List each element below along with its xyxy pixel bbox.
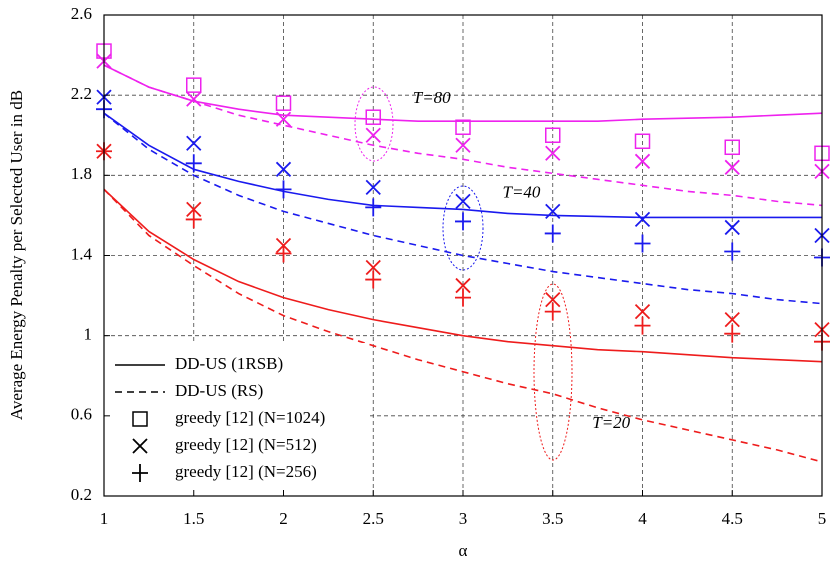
marker-plus [455, 212, 471, 231]
x-tick-label: 4 [638, 509, 647, 528]
x-tick-label: 1.5 [183, 509, 204, 528]
annotation: T=40 [502, 182, 540, 201]
legend-label: greedy [12] (N=256) [175, 462, 317, 481]
marker-x [365, 179, 381, 195]
marker-x [365, 259, 381, 276]
y-tick-label: 2.6 [71, 4, 92, 23]
x-tick-label: 2.5 [363, 509, 384, 528]
marker-plus [185, 210, 202, 229]
series-line [103, 64, 823, 123]
legend-label: greedy [12] (N=512) [175, 435, 317, 454]
marker-plus [724, 324, 741, 343]
marker-x [724, 159, 740, 175]
marker-plus [634, 316, 651, 335]
marker-x [132, 438, 148, 454]
legend-label: greedy [12] (N=1024) [175, 408, 325, 427]
x-tick-label: 3 [459, 509, 468, 528]
marker-x [275, 161, 292, 177]
marker-x [275, 111, 292, 127]
marker-x [724, 311, 740, 328]
annotations: T=80 T=40 T=20 [413, 88, 631, 432]
y-tick-label: 1 [84, 325, 93, 344]
marker-square [132, 411, 148, 427]
marker-square [186, 77, 202, 93]
marker-x [545, 203, 561, 220]
legend-box [105, 343, 367, 495]
marker-plus [724, 242, 741, 261]
marker-x [455, 277, 471, 294]
y-tick-label: 0.2 [71, 485, 92, 504]
marker-square [724, 139, 740, 156]
marker-x [186, 201, 202, 218]
marker-plus [275, 180, 292, 199]
marker-square [455, 119, 471, 135]
marker-x [365, 127, 381, 143]
marker-square [634, 133, 651, 150]
marker-plus [544, 302, 561, 321]
highlight-ellipse [533, 283, 573, 461]
marker-x [186, 91, 202, 107]
highlight-ellipse [354, 86, 394, 162]
x-tick-label: 1 [100, 509, 109, 528]
marker-plus [275, 244, 292, 263]
marker-plus [132, 464, 148, 482]
marker-square [545, 127, 561, 143]
x-tick-label: 3.5 [542, 509, 563, 528]
y-tick-label: 1.8 [71, 164, 92, 183]
marker-x [724, 219, 740, 236]
highlight-ellipse [442, 185, 484, 271]
marker-plus [365, 198, 382, 217]
marker-x [634, 211, 651, 228]
marker-square [365, 109, 381, 125]
annotation: T=20 [592, 413, 630, 432]
marker-x [186, 135, 202, 151]
x-axis-label: α [459, 541, 468, 560]
x-tick-label: 4.5 [722, 509, 743, 528]
y-tick-label: 2.2 [71, 84, 92, 103]
y-tick-label: 1.4 [71, 244, 93, 263]
marker-plus [185, 154, 202, 173]
marker-plus [544, 224, 561, 243]
legend-label: DD-US (1RSB) [175, 354, 283, 373]
y-axis-label: Average Energy Penalty per Selected User… [7, 90, 26, 420]
marker-square [275, 95, 292, 111]
marker-plus [365, 270, 382, 289]
marker-x [545, 291, 561, 308]
x-tick-label: 5 [818, 509, 827, 528]
legend: DD-US (1RSB) DD-US (RS) greedy [12] (N=102… [105, 343, 367, 495]
y-tick-label: 0.6 [71, 405, 92, 424]
marker-x [634, 303, 651, 320]
series-line [103, 188, 823, 363]
marker-x [634, 153, 651, 169]
marker-x [455, 137, 471, 153]
axes: 1 1.5 2 2.5 3 3.5 4 4.5 5 0.2 0.6 1 1.4 1.8 2.2 2.6 [71, 4, 827, 528]
series-line [103, 188, 823, 463]
legend-label: DD-US (RS) [175, 381, 263, 400]
marker-plus [634, 234, 651, 253]
series-line [103, 64, 823, 207]
x-tick-label: 2 [279, 509, 288, 528]
marker-x [545, 145, 561, 161]
marker-x [455, 193, 471, 210]
marker-plus [455, 288, 471, 307]
series-line [103, 112, 822, 219]
annotation: T=80 [413, 88, 451, 107]
